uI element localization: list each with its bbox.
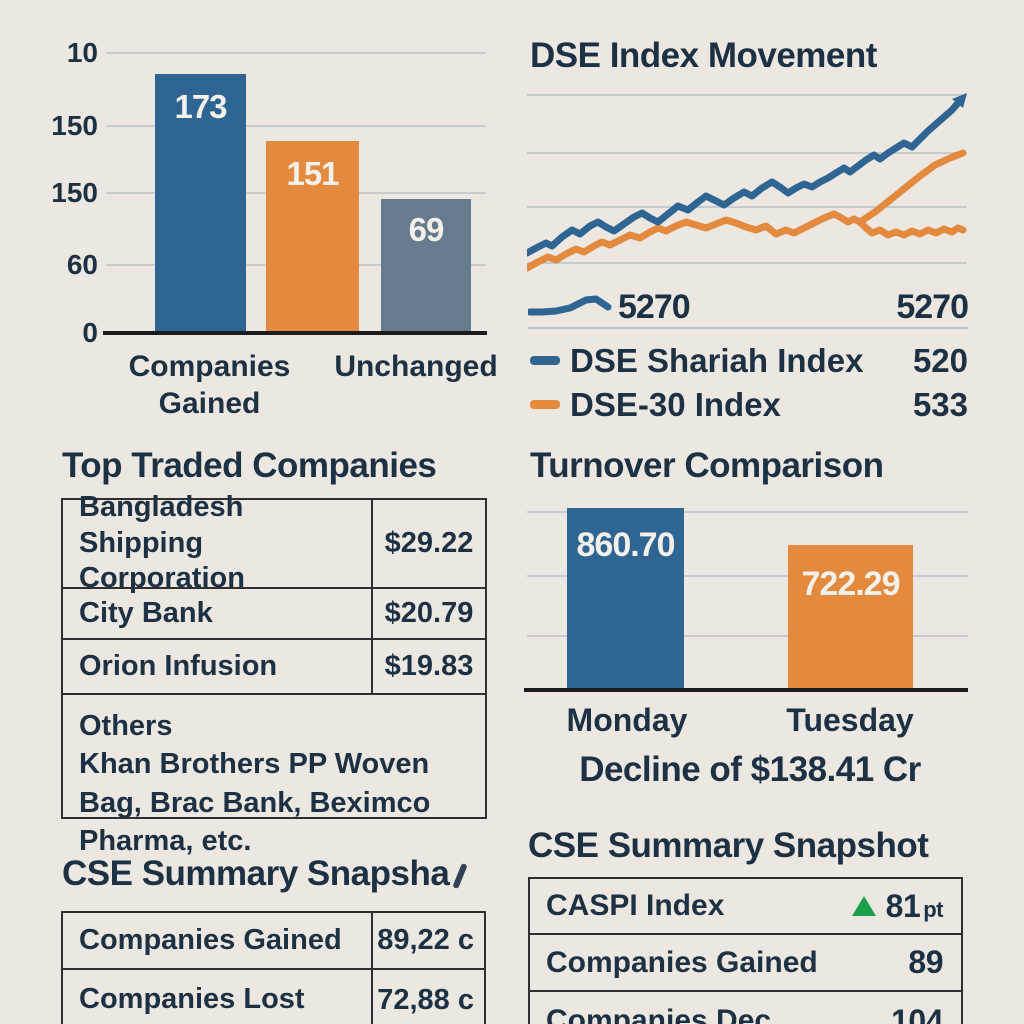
legend-label: DSE Shariah Index xyxy=(570,342,864,379)
gridline xyxy=(106,125,486,127)
panel-title: Top Traded Companies xyxy=(62,446,437,485)
table-row-others: Others Khan Brothers PP Woven Bag, Brac … xyxy=(63,693,485,857)
others-cell: Others Khan Brothers PP Woven Bag, Brac … xyxy=(63,695,485,857)
bar-monday: 860.70 xyxy=(567,508,684,688)
row-value: 89,22 c xyxy=(377,924,474,956)
row-label: CASPI Index xyxy=(546,889,725,922)
legend-swatch-blue xyxy=(530,356,560,365)
bar-value-label: 722.29 xyxy=(801,565,901,603)
gridline xyxy=(527,511,968,513)
legend-swatch-orange xyxy=(530,400,560,409)
company-value: $29.22 xyxy=(384,527,474,559)
index-sparkline xyxy=(528,295,612,316)
bar-value-label: 151 xyxy=(286,155,339,192)
row-label: Companies Lost xyxy=(63,970,373,1024)
panel-title: Turnover Comparison xyxy=(530,446,884,485)
company-value: $19.83 xyxy=(384,650,474,682)
row-label: Companies Gained xyxy=(63,913,373,968)
caspi-change-unit: pt xyxy=(923,896,943,922)
turnover-panel: Turnover Comparison 860.70 722.29 Monday… xyxy=(512,430,1024,850)
table-row: Companies Dec 104 xyxy=(530,990,961,1024)
y-tick: 60 xyxy=(66,249,98,280)
gridline xyxy=(527,635,968,637)
x-axis-label: Unchanged xyxy=(334,350,498,383)
up-triangle-icon xyxy=(851,896,876,916)
y-tick: 150 xyxy=(51,110,98,141)
divider xyxy=(528,327,968,329)
decline-note: Decline of $138.41 Cr xyxy=(579,750,921,789)
dse-shariah-line xyxy=(527,99,962,257)
panel-title: DSE Index Movement xyxy=(530,36,877,75)
index-value-left: 5270 xyxy=(618,288,691,326)
bar-value-label: 860.70 xyxy=(576,526,676,564)
table-row: Bangladesh Shipping Corporation $29.22 xyxy=(63,491,485,594)
table-row: City Bank $20.79 xyxy=(63,587,485,638)
bar-unchanged: 69 xyxy=(381,199,471,331)
caspi-change-value: 81 xyxy=(885,887,921,924)
x-axis-label: Monday xyxy=(566,702,688,738)
table-row: Companies Gained 89 xyxy=(530,933,961,990)
sparkline-path xyxy=(528,295,612,316)
table-row: Companies Lost 72,88 c xyxy=(63,968,484,1024)
x-axis-line xyxy=(103,331,487,335)
legend-value: 520 xyxy=(912,342,968,379)
x-axis-label: Companies Gained xyxy=(128,350,291,420)
row-label: Companies Dec xyxy=(546,1004,772,1024)
bar-companies-gained: 173 xyxy=(155,74,246,331)
row-value: 81 pt xyxy=(851,887,943,925)
dse-30-line-branch-flat xyxy=(856,218,967,239)
line-arrowhead-icon xyxy=(952,93,967,108)
bar-value-label: 69 xyxy=(408,211,445,248)
x-axis-line xyxy=(524,688,968,692)
row-value: 104 xyxy=(891,1002,943,1024)
top-traded-table: Bangladesh Shipping Corporation $29.22 C… xyxy=(61,491,487,857)
glitch-mark xyxy=(452,862,468,890)
y-tick: 0 xyxy=(82,317,98,348)
dse-index-panel: DSE Index Movement 5270 5270 DSE Shariah… xyxy=(512,0,1024,430)
y-tick: 10 xyxy=(66,37,98,68)
dse-index-line-chart xyxy=(527,93,967,272)
company-value: $20.79 xyxy=(384,597,474,629)
cse-summary-right-panel: CSE Summary Snapshot CASPI Index 81 pt Co… xyxy=(512,820,1024,1024)
cse-summary-right-table: CASPI Index 81 pt Companies Gained 89 Com… xyxy=(528,877,963,1024)
row-label: Companies Gained xyxy=(546,945,818,979)
dse-30-line-branch-up xyxy=(856,149,967,226)
others-text: Khan Brothers PP Woven Bag, Brac Bank, B… xyxy=(79,748,431,857)
bar-companies-lost: 151 xyxy=(266,141,359,331)
market-breadth-chart: 10 150 150 60 0 173 151 69 Companies Gai… xyxy=(0,0,512,430)
gridline xyxy=(106,52,486,54)
x-axis-label: Tuesday xyxy=(786,702,914,738)
company-name: City Bank xyxy=(63,589,373,638)
cse-summary-left-table: Companies Gained 89,22 c Companies Lost … xyxy=(61,911,486,1024)
company-name: Orion Infusion xyxy=(63,640,373,693)
panel-title: CSE Summary Snapsha xyxy=(62,854,468,894)
others-label: Others xyxy=(79,710,173,742)
bar-value-label: 173 xyxy=(174,88,227,125)
top-traded-panel: Top Traded Companies Bangladesh Shipping… xyxy=(0,430,512,857)
row-value: 72,88 c xyxy=(377,983,474,1016)
cse-summary-left-panel: CSE Summary Snapsha Companies Gained 89,… xyxy=(0,850,512,1024)
gridline xyxy=(527,575,968,577)
table-row: Companies Gained 89,22 c xyxy=(63,913,484,968)
table-row: Orion Infusion $19.83 xyxy=(63,638,485,693)
row-value: 89 xyxy=(908,944,943,980)
dse-30-line xyxy=(527,210,864,272)
legend-value: 533 xyxy=(912,386,968,423)
table-row: CASPI Index 81 pt xyxy=(530,879,961,933)
index-value-right: 5270 xyxy=(896,288,969,326)
bar-tuesday: 722.29 xyxy=(788,545,913,688)
y-tick: 150 xyxy=(51,177,98,208)
legend-label: DSE-30 Index xyxy=(570,386,781,423)
panel-title-text: CSE Summary Snapsha xyxy=(62,854,450,893)
panel-title: CSE Summary Snapshot xyxy=(528,826,929,865)
company-name: Bangladesh Shipping Corporation xyxy=(63,491,373,594)
